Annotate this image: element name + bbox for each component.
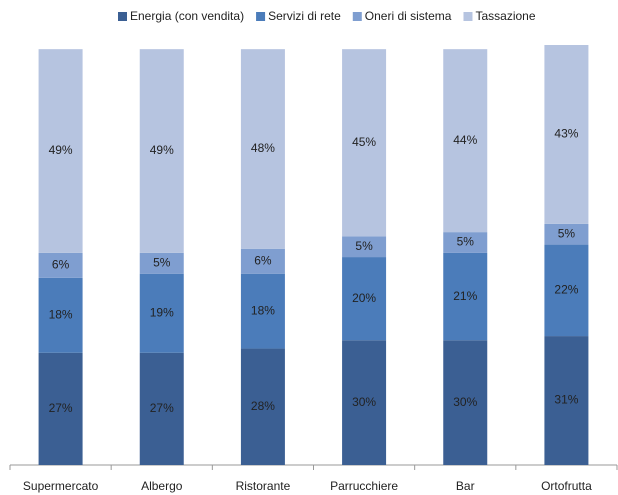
data-label: 49% <box>49 143 73 157</box>
bar-segment <box>38 252 83 278</box>
legend-label: Tassazione <box>475 9 535 23</box>
bar-segment <box>240 49 285 249</box>
bar-segment <box>342 49 387 237</box>
data-label: 6% <box>52 258 70 272</box>
bar-segment <box>38 49 83 253</box>
data-label: 27% <box>49 401 73 415</box>
bar-segment <box>139 352 184 465</box>
data-label: 22% <box>554 283 578 297</box>
data-label: 48% <box>251 141 275 155</box>
data-label: 31% <box>554 393 578 407</box>
bar-segment <box>38 277 83 353</box>
data-label: 5% <box>153 255 171 269</box>
data-label: 44% <box>453 133 477 147</box>
data-label: 30% <box>352 395 376 409</box>
bar-segment <box>240 273 285 349</box>
x-tick-label: Supermercato <box>23 479 99 493</box>
data-label: 5% <box>558 226 576 240</box>
data-label: 21% <box>453 289 477 303</box>
data-label: 45% <box>352 135 376 149</box>
legend-swatch <box>118 12 127 21</box>
bar-segment <box>240 248 285 274</box>
data-label: 6% <box>254 253 272 267</box>
x-tick-label: Albergo <box>141 479 183 493</box>
x-tick-label: Bar <box>456 479 475 493</box>
bar-segment <box>443 232 488 253</box>
bar-segment <box>544 244 589 337</box>
legend-swatch <box>256 12 266 21</box>
legend-label: Servizi di rete <box>268 9 341 23</box>
data-label: 27% <box>150 401 174 415</box>
bar-segment <box>240 348 285 465</box>
bar-segment <box>342 340 387 465</box>
data-label: 49% <box>150 143 174 157</box>
bar-segment <box>342 257 387 341</box>
data-label: 28% <box>251 399 275 413</box>
bar-segment <box>544 223 589 245</box>
data-label: 18% <box>49 307 73 321</box>
data-label: 43% <box>554 127 578 141</box>
data-label: 30% <box>453 395 477 409</box>
bar-segment <box>443 340 488 465</box>
x-tick-label: Ortofrutta <box>541 479 592 493</box>
bar-segment <box>443 252 488 341</box>
bar-segment <box>544 336 589 465</box>
data-label: 5% <box>355 239 373 253</box>
bar-segment <box>139 273 184 353</box>
data-label: 5% <box>457 235 475 249</box>
data-label: 19% <box>150 305 174 319</box>
bar-segment <box>342 236 387 258</box>
data-label: 20% <box>352 291 376 305</box>
bar-segment <box>544 45 589 224</box>
legend-swatch <box>352 12 362 21</box>
legend-label: Energia (con vendita) <box>130 9 244 23</box>
x-tick-label: Ristorante <box>236 479 291 493</box>
bar-segment <box>139 252 184 274</box>
data-label: 18% <box>251 303 275 317</box>
bar-segment <box>38 352 83 465</box>
x-tick-label: Parrucchiere <box>330 479 398 493</box>
bar-segment <box>139 49 184 253</box>
legend-label: Oneri di sistema <box>365 9 452 23</box>
bar-segment <box>443 49 488 233</box>
legend-swatch <box>463 12 473 21</box>
